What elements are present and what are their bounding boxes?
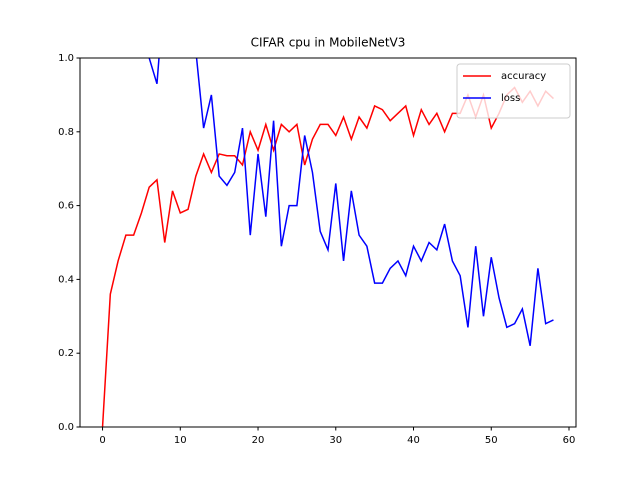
x-tick-label: 60: [563, 435, 576, 446]
y-tick-label: 0.2: [58, 348, 74, 359]
x-tick-label: 20: [252, 435, 265, 446]
series-line: [148, 58, 554, 346]
x-tick-label: 0: [99, 435, 105, 446]
y-tick-label: 0.6: [58, 201, 74, 212]
x-tick-label: 10: [174, 435, 187, 446]
axes-frame: [79, 57, 577, 428]
series-line: [101, 86, 554, 427]
y-tick-label: 0.8: [58, 127, 74, 138]
y-tick-label: 0.4: [58, 274, 74, 285]
x-tick-label: 40: [407, 435, 420, 446]
x-tick-label: 30: [329, 435, 342, 446]
y-tick-label: 0.0: [58, 422, 74, 433]
x-tick-label: 50: [485, 435, 498, 446]
y-tick-label: 1.0: [58, 53, 74, 64]
chart-title: CIFAR cpu in MobileNetV3: [251, 36, 406, 50]
legend-label: accuracy: [501, 71, 546, 82]
legend-label: loss: [501, 93, 520, 104]
legend-box: [456, 63, 571, 119]
